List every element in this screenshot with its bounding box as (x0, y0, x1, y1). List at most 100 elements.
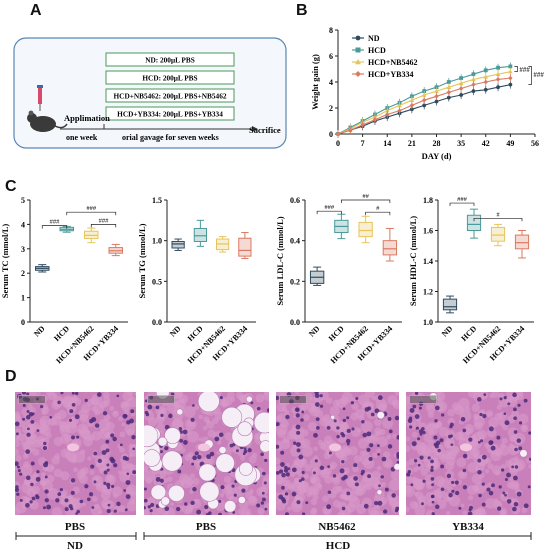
cytoplasm-blob (122, 392, 134, 402)
lipid-vacuole (197, 392, 220, 413)
nucleus (478, 493, 482, 498)
nucleus (346, 438, 351, 444)
box-HCD (466, 214, 482, 231)
cytoplasm-blob (310, 498, 318, 506)
cytoplasm-blob (105, 421, 115, 431)
data-point (434, 99, 439, 104)
nucleus (414, 392, 419, 395)
nucleus (250, 401, 254, 405)
cytoplasm-blob (373, 495, 380, 502)
nucleus (27, 427, 30, 431)
cytoplasm-blob (47, 487, 60, 500)
data-point (459, 76, 464, 80)
category-label: ND (32, 324, 47, 339)
nucleus (467, 511, 473, 515)
nucleus (518, 421, 523, 425)
cytoplasm-blob (426, 404, 436, 414)
nucleus (314, 392, 319, 395)
cytoplasm-blob (416, 484, 423, 491)
cytoplasm-blob (499, 444, 511, 456)
nucleus (498, 485, 502, 489)
nucleus (281, 485, 285, 490)
nucleus (111, 484, 115, 488)
nucleus (93, 451, 98, 456)
nucleus (434, 405, 440, 411)
cytoplasm-blob (351, 402, 359, 411)
cytoplasm-blob (325, 397, 333, 404)
nucleus (204, 505, 209, 510)
category-label: HCD (52, 324, 71, 343)
cytoplasm-blob (390, 470, 399, 481)
cytoplasm-blob (255, 393, 265, 403)
significance-label: ### (50, 219, 61, 226)
nucleus (68, 418, 73, 422)
cytoplasm-blob (118, 470, 123, 475)
cytoplasm-blob (15, 454, 22, 462)
cytoplasm-blob (244, 491, 253, 500)
data-point (471, 82, 476, 87)
nucleus (260, 501, 264, 505)
nucleus (514, 465, 519, 469)
cytoplasm-blob (176, 392, 184, 398)
data-point (422, 103, 427, 108)
cytoplasm-blob (367, 434, 378, 445)
cytoplasm-blob (20, 441, 26, 447)
cytoplasm-blob (73, 467, 79, 473)
nucleus (71, 392, 75, 395)
nucleus (71, 435, 76, 440)
nucleus (504, 493, 507, 497)
nucleus (439, 438, 444, 443)
cytoplasm-blob (392, 433, 398, 439)
data-point (471, 72, 476, 77)
nucleus (417, 437, 421, 441)
data-point (348, 127, 353, 133)
nucleus (126, 420, 131, 425)
cytoplasm-blob (189, 489, 194, 494)
cytoplasm-blob (406, 485, 415, 498)
nucleus (340, 431, 344, 436)
histology-label-pbs-nd: PBS (64, 521, 86, 533)
cytoplasm-blob (21, 408, 30, 417)
nucleus (422, 430, 426, 435)
legend-marker (355, 47, 361, 53)
y-axis-label: Weight gain (g) (310, 54, 320, 110)
y-tick-label: 0.4 (290, 237, 300, 246)
significance-label: ### (324, 204, 335, 211)
cytoplasm-blob (467, 485, 478, 496)
nucleus (208, 511, 212, 515)
data-point (446, 90, 452, 95)
cytoplasm-blob (71, 424, 77, 429)
nucleus (69, 506, 74, 511)
cytoplasm-blob (54, 412, 61, 420)
nucleus (190, 417, 195, 422)
nucleus (214, 436, 220, 442)
x-tick-label: 14 (383, 139, 391, 148)
nucleus (366, 447, 371, 452)
nucleus (31, 496, 36, 501)
cytoplasm-blob (364, 482, 373, 491)
nucleus (364, 407, 370, 412)
nucleus (70, 490, 75, 495)
nucleus (261, 497, 266, 502)
cytoplasm-blob (386, 434, 392, 440)
cytoplasm-blob (39, 437, 45, 443)
nucleus (276, 471, 280, 475)
nucleus (15, 487, 20, 493)
nucleus (410, 483, 414, 487)
nucleus (291, 491, 297, 497)
nucleus (284, 465, 288, 470)
nucleus (231, 484, 235, 488)
nucleus (332, 474, 337, 478)
scale-bar (279, 395, 307, 404)
cytoplasm-blob (121, 464, 134, 477)
cytoplasm-blob (45, 464, 55, 473)
nucleus (388, 429, 393, 434)
nucleus (433, 435, 438, 440)
nucleus (26, 392, 30, 396)
nucleus (90, 464, 95, 469)
nucleus (280, 450, 285, 455)
nucleus (451, 480, 455, 485)
cytoplasm-blob (460, 503, 465, 508)
nucleus (384, 487, 389, 492)
